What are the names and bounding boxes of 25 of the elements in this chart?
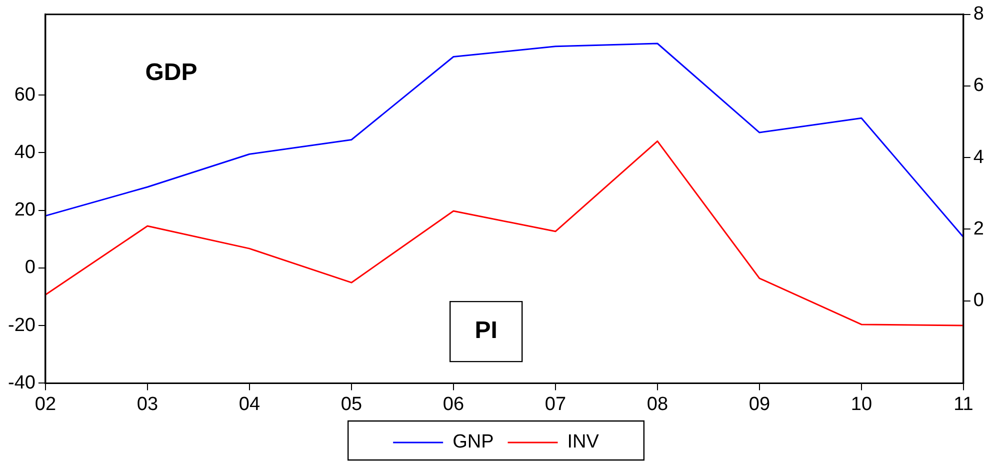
y2-tick-label: 8 bbox=[973, 4, 984, 25]
annotation: PI bbox=[474, 317, 498, 344]
y2-tick-label: 2 bbox=[973, 218, 984, 240]
x-tick-label: 09 bbox=[748, 394, 770, 415]
x-tick-label: 02 bbox=[34, 394, 56, 415]
y-tick-label: 60 bbox=[14, 84, 36, 106]
y-tick-label: -40 bbox=[8, 372, 36, 394]
x-tick-label: 06 bbox=[442, 394, 464, 415]
y-tick-label: 20 bbox=[14, 200, 36, 221]
x-tick-label: 11 bbox=[954, 394, 974, 415]
legend-label: INV bbox=[567, 432, 600, 453]
y-tick-label: 40 bbox=[14, 142, 36, 163]
x-tick-label: 05 bbox=[340, 394, 362, 415]
annotation: GDP bbox=[145, 59, 198, 86]
y2-tick-label: 4 bbox=[973, 146, 984, 168]
x-tick-label: 03 bbox=[136, 394, 158, 415]
y2-tick-label: 0 bbox=[973, 290, 984, 312]
legend-label: GNP bbox=[452, 432, 494, 453]
y2-tick-label: 6 bbox=[973, 75, 984, 96]
x-tick-label: 04 bbox=[238, 394, 260, 415]
x-tick-label: 07 bbox=[544, 394, 566, 415]
x-tick-label: 08 bbox=[646, 394, 668, 415]
x-tick-label: 10 bbox=[850, 394, 872, 415]
y-tick-label: -20 bbox=[8, 314, 36, 336]
y-tick-label: 0 bbox=[24, 257, 36, 278]
